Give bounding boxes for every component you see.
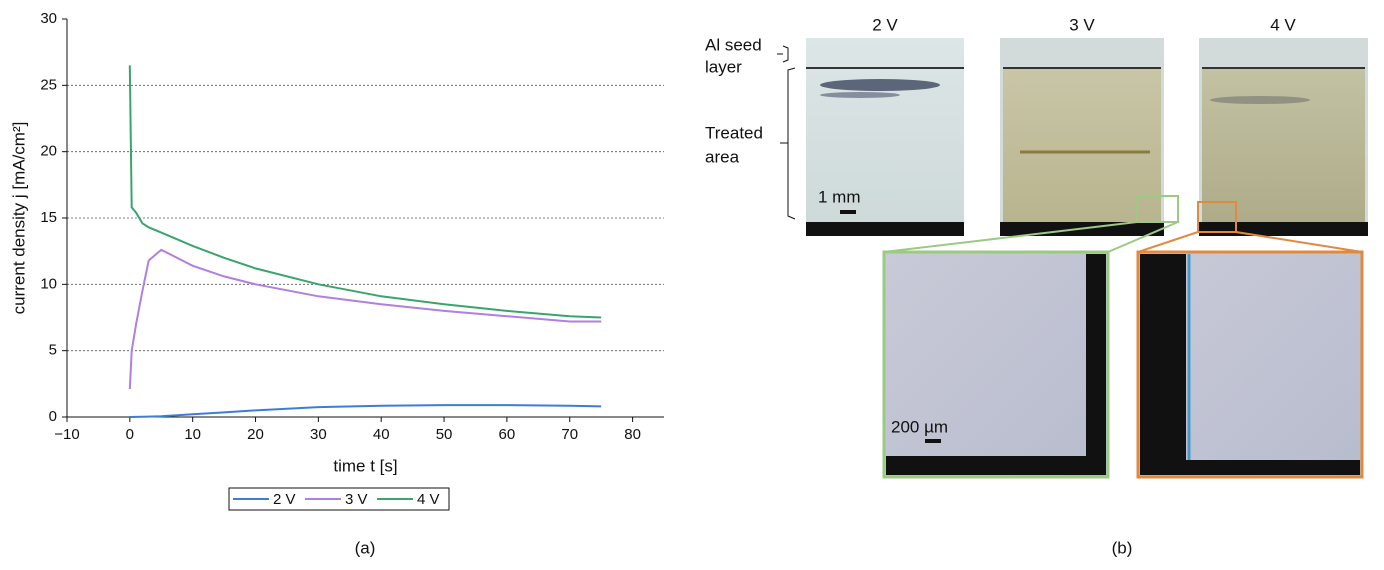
image-2v — [806, 38, 964, 236]
zoom-line — [1235, 231, 1363, 253]
legend-label: 2 V — [273, 491, 296, 508]
y-tick-label: 10 — [40, 275, 57, 292]
image-edge — [1086, 254, 1106, 475]
image-base — [806, 222, 964, 236]
y-tick-label: 15 — [40, 209, 57, 226]
image-base — [1199, 222, 1368, 236]
x-tick-label: 80 — [624, 426, 641, 443]
treated-3v — [1003, 68, 1161, 224]
voltage-label: 2 V — [872, 15, 898, 34]
defect — [1210, 96, 1310, 104]
defect — [820, 79, 940, 91]
zoom-marker — [1136, 195, 1179, 223]
x-tick-label: 40 — [373, 426, 390, 443]
image-edge — [1140, 460, 1360, 475]
micrographs — [777, 38, 1368, 479]
y-tick-label: 0 — [49, 408, 57, 425]
y-tick-label: 25 — [40, 76, 57, 93]
bracket — [780, 67, 796, 220]
treated-label: area — [705, 147, 740, 166]
scale-label: 200 µm — [891, 417, 948, 436]
x-tick-label: −10 — [54, 426, 79, 443]
x-tick-label: 50 — [436, 426, 453, 443]
zoom-line — [1107, 221, 1179, 253]
series-line — [129, 404, 602, 418]
x-tick-label: 30 — [310, 426, 327, 443]
treated-label: Treated — [705, 123, 763, 142]
voltage-label: 4 V — [1270, 15, 1296, 34]
zoom-line — [1137, 231, 1199, 253]
y-axis-label: current density j [mA/cm²] — [9, 122, 28, 315]
x-tick-label: 60 — [499, 426, 516, 443]
y-tick-label: 30 — [40, 10, 57, 27]
zoom-image-3v — [882, 250, 1110, 479]
image-edge — [886, 456, 1106, 475]
scale-label: 1 mm — [818, 187, 861, 206]
caption: (a) — [355, 538, 376, 557]
y-tick-label: 20 — [40, 143, 57, 160]
zoom-line — [883, 221, 1138, 253]
y-tick-label: 5 — [49, 342, 57, 359]
series-line — [128, 65, 602, 319]
caption: (b) — [1112, 538, 1133, 557]
defect — [820, 92, 900, 98]
series-line — [128, 248, 602, 390]
bracket — [777, 45, 789, 63]
x-tick-label: 20 — [247, 426, 264, 443]
x-tick-label: 10 — [184, 426, 201, 443]
voltage-label: 3 V — [1069, 15, 1095, 34]
legend-label: 4 V — [417, 491, 440, 508]
x-tick-label: 70 — [561, 426, 578, 443]
zoom-marker — [1197, 201, 1237, 233]
treated-4v — [1202, 68, 1365, 224]
legend-label: 3 V — [345, 491, 368, 508]
seed-label: Al seed — [705, 35, 762, 54]
seed-label: layer — [705, 57, 742, 76]
x-tick-label: 0 — [126, 426, 134, 443]
x-axis-label: time t [s] — [333, 456, 397, 475]
image-edge — [1140, 254, 1186, 475]
